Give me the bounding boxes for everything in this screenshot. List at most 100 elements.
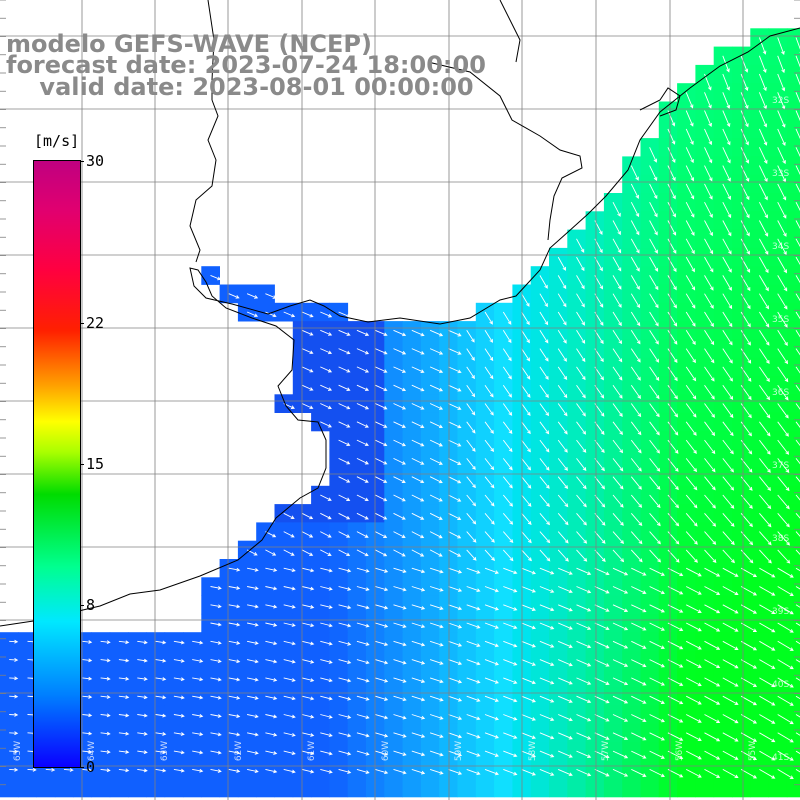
speed-cell <box>786 394 800 413</box>
wind-arrow <box>759 549 772 564</box>
wind-arrow <box>685 549 698 563</box>
wind-arrow <box>503 604 518 611</box>
colorbar <box>34 161 80 767</box>
wind-arrow <box>740 147 750 164</box>
wind-arrow <box>356 604 370 610</box>
wind-arrow <box>429 622 444 629</box>
wind-arrow <box>557 384 568 399</box>
wind-arrow <box>612 695 629 704</box>
wind-arrow <box>594 659 610 667</box>
wind-arrow <box>649 458 661 472</box>
wind-arrow <box>484 567 499 574</box>
wind-arrow <box>375 695 389 701</box>
wind-arrow <box>338 348 351 355</box>
wind-arrow <box>777 311 788 328</box>
speed-cell <box>658 778 678 798</box>
wind-arrow <box>356 659 370 665</box>
wind-arrow <box>576 659 592 667</box>
wind-arrow <box>594 567 610 576</box>
wind-arrow <box>557 330 567 344</box>
wind-arrow <box>338 512 351 520</box>
wind-arrow <box>649 183 658 200</box>
wind-arrow <box>539 549 551 562</box>
wind-arrow <box>137 750 148 755</box>
wind-arrow <box>722 494 735 509</box>
wind-arrow <box>612 714 629 722</box>
wind-arrow <box>338 567 352 573</box>
wind-arrow <box>704 695 721 705</box>
wind-arrow <box>704 238 714 255</box>
wind-arrow <box>82 640 93 644</box>
wind-arrow <box>502 513 514 525</box>
wind-arrow <box>338 677 352 683</box>
wind-arrow <box>685 165 695 182</box>
wind-arrow <box>777 586 794 596</box>
wind-arrow <box>484 622 499 629</box>
latitude-label: 33S <box>772 169 790 179</box>
wind-arrow <box>630 220 640 236</box>
wind-arrow <box>795 366 800 374</box>
wind-arrow <box>82 695 93 699</box>
speed-cell <box>786 467 800 487</box>
wind-arrow <box>265 586 278 591</box>
wind-arrow <box>192 713 204 718</box>
wind-arrow <box>649 604 665 613</box>
wind-arrow <box>521 714 536 721</box>
wind-arrow <box>356 512 369 520</box>
wind-arrow <box>704 165 713 182</box>
wind-arrow <box>795 567 800 572</box>
wind-arrow <box>576 458 587 472</box>
colorbar-tick-label: 0 <box>86 758 96 776</box>
wind-arrow <box>685 677 702 687</box>
wind-arrow <box>685 439 697 454</box>
speed-cell <box>786 174 800 194</box>
wind-arrow <box>795 330 800 338</box>
wind-arrow <box>795 37 800 53</box>
speed-cell <box>786 577 800 596</box>
wind-arrow <box>356 732 370 738</box>
wind-arrow <box>246 293 259 299</box>
wind-arrow <box>576 750 592 758</box>
speed-cell <box>109 778 129 798</box>
wind-arrow <box>740 110 749 128</box>
wind-arrow <box>576 348 586 363</box>
wind-arrow <box>100 768 111 773</box>
wind-arrow <box>740 677 758 687</box>
wind-arrow <box>210 768 222 773</box>
wind-arrow <box>503 640 518 648</box>
wind-arrow <box>503 567 518 575</box>
wind-arrow <box>521 695 536 703</box>
wind-arrow <box>484 348 494 362</box>
wind-arrow <box>558 567 573 575</box>
wind-arrow <box>411 714 426 720</box>
wind-arrow <box>228 293 240 299</box>
wind-arrow <box>210 659 222 664</box>
wind-arrow <box>685 92 694 109</box>
wind-arrow <box>777 128 786 146</box>
wind-arrow <box>466 421 476 434</box>
colorbar-tick-label: 8 <box>86 596 96 615</box>
wind-arrow <box>173 768 185 773</box>
wind-arrow <box>320 531 332 538</box>
wind-arrow <box>612 220 621 236</box>
wind-arrow <box>777 110 786 128</box>
wind-arrow <box>612 604 629 612</box>
wind-arrow <box>685 695 702 705</box>
wind-arrow <box>429 329 444 337</box>
wind-arrow <box>466 695 481 702</box>
wind-arrow <box>265 604 278 609</box>
wind-arrow <box>759 348 770 364</box>
wind-arrow <box>630 348 641 363</box>
wind-arrow <box>631 567 647 576</box>
wind-arrow <box>429 549 443 557</box>
wind-arrow <box>704 220 713 237</box>
wind-arrow <box>758 37 767 55</box>
wind-arrow <box>704 403 715 418</box>
wind-arrow <box>374 512 388 520</box>
wind-arrow <box>411 659 426 665</box>
wind-arrow <box>704 531 717 545</box>
upper-border <box>499 0 521 63</box>
wind-arrow <box>393 439 406 447</box>
speed-cell <box>786 723 800 743</box>
wind-arrow <box>192 750 204 755</box>
